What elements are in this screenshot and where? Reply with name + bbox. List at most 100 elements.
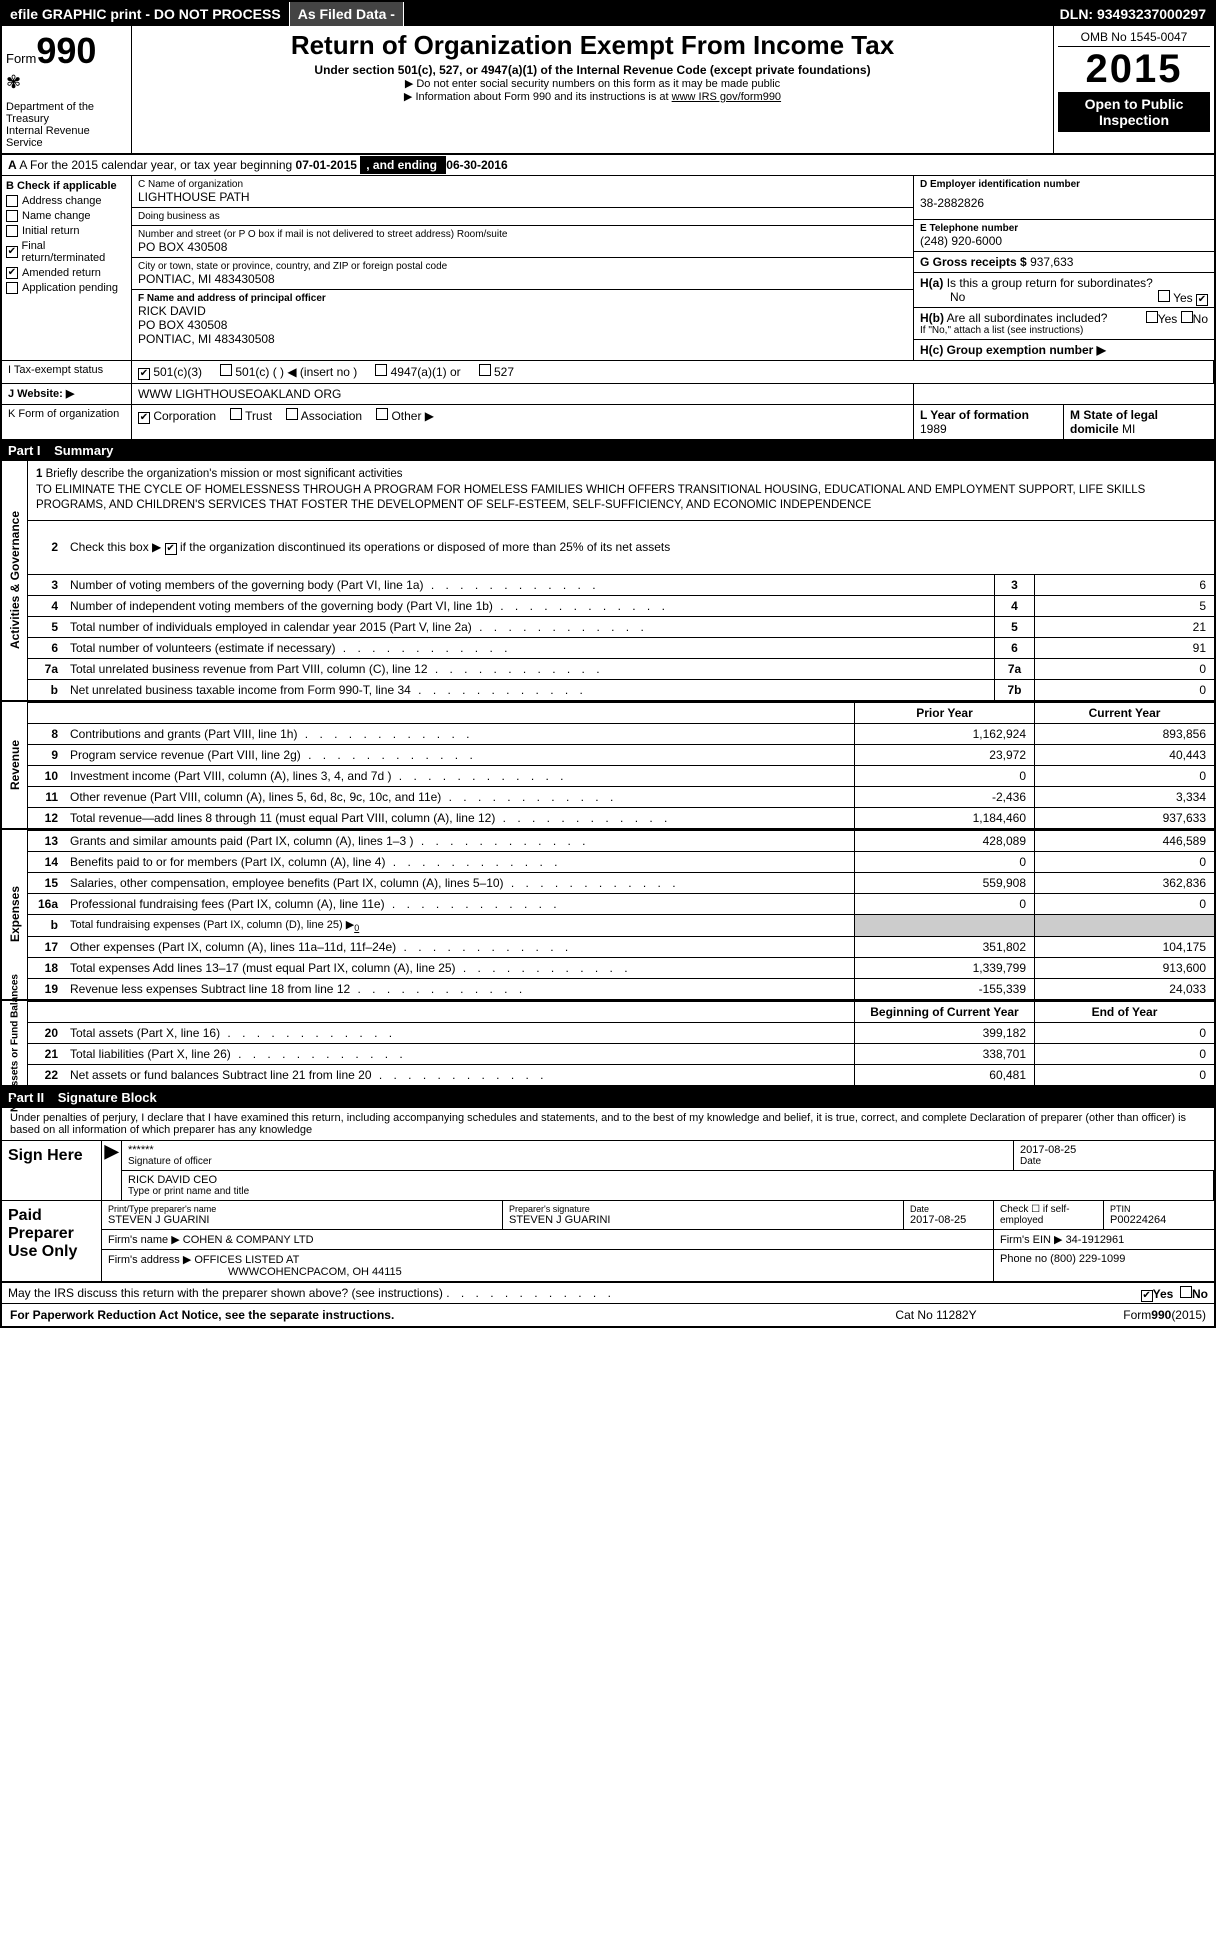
irs-link[interactable]: www IRS gov/form990 <box>672 91 781 103</box>
net-line-21: 21Total liabilities (Part X, line 26)338… <box>28 1043 1214 1064</box>
revenue-section: Revenue Prior Year Current Year 8Contrib… <box>2 702 1214 830</box>
h-b-note: If "No," attach a list (see instructions… <box>920 325 1208 336</box>
paid-preparer-label: Paid Preparer Use Only <box>2 1201 102 1281</box>
tax-status-1[interactable]: 501(c) ( ) ◀ (insert no ) <box>220 365 357 379</box>
row-k-opts: ✔ Corporation Trust Association Other ▶ <box>132 405 914 439</box>
h-c-label: H(c) Group exemption number ▶ <box>920 343 1106 357</box>
form-number: Form990 <box>6 30 127 72</box>
website: WWW LIGHTHOUSEOAKLAND ORG <box>132 384 914 404</box>
officer-printed-name: RICK DAVID CEO <box>128 1174 1207 1186</box>
d-label: D Employer identification number <box>920 179 1080 190</box>
discuss-yes-checkbox[interactable]: ✔ <box>1141 1290 1153 1302</box>
ein: 38-2882826 <box>920 190 1208 216</box>
h-a-yes-checkbox[interactable] <box>1158 290 1170 302</box>
tax-year: 2015 <box>1058 47 1210 92</box>
line-1-num: 1 <box>36 468 42 480</box>
exp-line-18: 18Total expenses Add lines 13–17 (must e… <box>28 957 1214 978</box>
h-a-yes-checked[interactable]: ✔ <box>1196 294 1208 306</box>
rev-line-11: 11Other revenue (Part VIII, column (A), … <box>28 786 1214 807</box>
form-990-page: efile GRAPHIC print - DO NOT PROCESS As … <box>0 0 1216 1328</box>
h-b-no-checkbox[interactable] <box>1181 311 1193 323</box>
line-2-text: Check this box ▶ ✔ if the organization d… <box>64 537 1214 558</box>
signature-declaration: Under penalties of perjury, I declare th… <box>2 1108 1214 1140</box>
checkbox-address-change[interactable]: Address change <box>6 195 127 207</box>
net-line-22: 22Net assets or fund balances Subtract l… <box>28 1064 1214 1085</box>
checkbox-final-return-terminated[interactable]: ✔Final return/terminated <box>6 240 127 264</box>
checkbox-name-change[interactable]: Name change <box>6 210 127 222</box>
tax-status-0[interactable]: ✔ 501(c)(3) <box>138 365 202 379</box>
column-c-f-g: C Name of organization LIGHTHOUSE PATH D… <box>132 176 914 360</box>
top-bar: efile GRAPHIC print - DO NOT PROCESS As … <box>2 2 1214 26</box>
gov-line-7a: 7aTotal unrelated business revenue from … <box>28 658 1214 679</box>
discuss-row: May the IRS discuss this return with the… <box>2 1283 1214 1304</box>
signature-date: 2017-08-25 <box>1020 1144 1208 1156</box>
printed-name-label: Type or print name and title <box>128 1186 1207 1197</box>
page-footer: For Paperwork Reduction Act Notice, see … <box>2 1304 1214 1326</box>
addr-label: Number and street (or P O box if mail is… <box>138 229 907 240</box>
preparer-signature: STEVEN J GUARINI <box>509 1214 897 1226</box>
h-b-yes-checkbox[interactable] <box>1146 311 1158 323</box>
exp-line-b: bTotal fundraising expenses (Part IX, co… <box>28 914 1214 936</box>
checkbox-amended-return[interactable]: ✔Amended return <box>6 267 127 279</box>
form-note-2: ▶ Information about Form 990 and its ins… <box>138 90 1047 103</box>
checkbox-initial-return[interactable]: Initial return <box>6 225 127 237</box>
checkbox-application-pending[interactable]: Application pending <box>6 282 127 294</box>
line-2-checkbox[interactable]: ✔ <box>165 543 177 555</box>
org-form-2[interactable]: Association <box>286 409 362 423</box>
h-a-yes-label: Yes <box>1173 291 1193 305</box>
e-label: E Telephone number <box>920 223 1018 234</box>
org-form-0[interactable]: ✔ Corporation <box>138 409 216 423</box>
firm-addr-2: WWWCOHENCPACOM, OH 44115 <box>108 1266 987 1278</box>
h-b-text: Are all subordinates included? <box>947 311 1108 325</box>
c-label: C Name of organization <box>138 179 907 190</box>
gov-line-5: 5Total number of individuals employed in… <box>28 616 1214 637</box>
officer-addr-1: PO BOX 430508 <box>138 318 907 332</box>
signature-stars: ****** <box>128 1144 1007 1156</box>
f-label: F Name and address of principal officer <box>138 293 326 304</box>
firm-phone: (800) 229-1099 <box>1050 1253 1125 1265</box>
paperwork-notice: For Paperwork Reduction Act Notice, see … <box>10 1308 394 1322</box>
sign-here-section: Sign Here ▶ ****** Signature of officer … <box>2 1140 1214 1200</box>
line-1-label: Briefly describe the organization's miss… <box>46 468 403 480</box>
firm-name-label: Firm's name ▶ <box>108 1234 180 1246</box>
rev-line-9: 9Program service revenue (Part VIII, lin… <box>28 744 1214 765</box>
begin-year-hdr: Beginning of Current Year <box>854 1002 1034 1022</box>
main-grid: B Check if applicable Address changeName… <box>2 176 1214 361</box>
org-form-1[interactable]: Trust <box>230 409 272 423</box>
row-a-mid: , and ending <box>360 156 446 174</box>
discuss-no: No <box>1192 1287 1208 1301</box>
row-a-tax-year: A A For the 2015 calendar year, or tax y… <box>2 155 1214 176</box>
mission-text: TO ELIMINATE THE CYCLE OF HOMELESSNESS T… <box>36 484 1145 512</box>
exp-line-19: 19Revenue less expenses Subtract line 18… <box>28 978 1214 999</box>
prep-date-label: Date <box>910 1204 987 1214</box>
header-right: OMB No 1545-0047 2015 Open to Public Ins… <box>1054 26 1214 153</box>
tax-status-2[interactable]: 4947(a)(1) or <box>375 365 460 379</box>
gross-receipts: 937,633 <box>1030 255 1073 269</box>
end-year-hdr: End of Year <box>1034 1002 1214 1022</box>
officer-addr-2: PONTIAC, MI 483430508 <box>138 332 907 346</box>
year-formation: 1989 <box>920 422 947 436</box>
h-a-no-label: No <box>950 290 965 304</box>
exp-line-16a: 16aProfessional fundraising fees (Part I… <box>28 893 1214 914</box>
org-form-3[interactable]: Other ▶ <box>376 409 434 423</box>
phone: (248) 920-6000 <box>920 234 1208 248</box>
part-1-title: Summary <box>54 443 113 458</box>
gov-line-4: 4Number of independent voting members of… <box>28 595 1214 616</box>
header-left: Form990 ✾ Department of the Treasury Int… <box>2 26 132 153</box>
row-i-label: I Tax-exempt status <box>2 361 132 383</box>
form-ref: Form990(2015) <box>1026 1308 1206 1322</box>
part-2-title: Signature Block <box>58 1090 157 1105</box>
state-domicile: MI <box>1122 422 1135 436</box>
part-1-header: Part I Summary <box>2 440 1214 461</box>
header-mid: Return of Organization Exempt From Incom… <box>132 26 1054 153</box>
tax-status-3[interactable]: 527 <box>479 365 514 379</box>
city-label: City or town, state or province, country… <box>138 261 907 272</box>
discuss-no-checkbox[interactable] <box>1180 1286 1192 1298</box>
form-header: Form990 ✾ Department of the Treasury Int… <box>2 26 1214 155</box>
row-i-opts: ✔ 501(c)(3) 501(c) ( ) ◀ (insert no ) 49… <box>132 361 1214 383</box>
self-employed-check[interactable]: Check ☐ if self-employed <box>994 1201 1104 1229</box>
firm-addr-label: Firm's address ▶ <box>108 1254 191 1266</box>
g-label: G Gross receipts $ <box>920 255 1027 269</box>
row-j-label: J Website: ▶ <box>8 388 74 400</box>
row-j: J Website: ▶ WWW LIGHTHOUSEOAKLAND ORG <box>2 384 1214 405</box>
